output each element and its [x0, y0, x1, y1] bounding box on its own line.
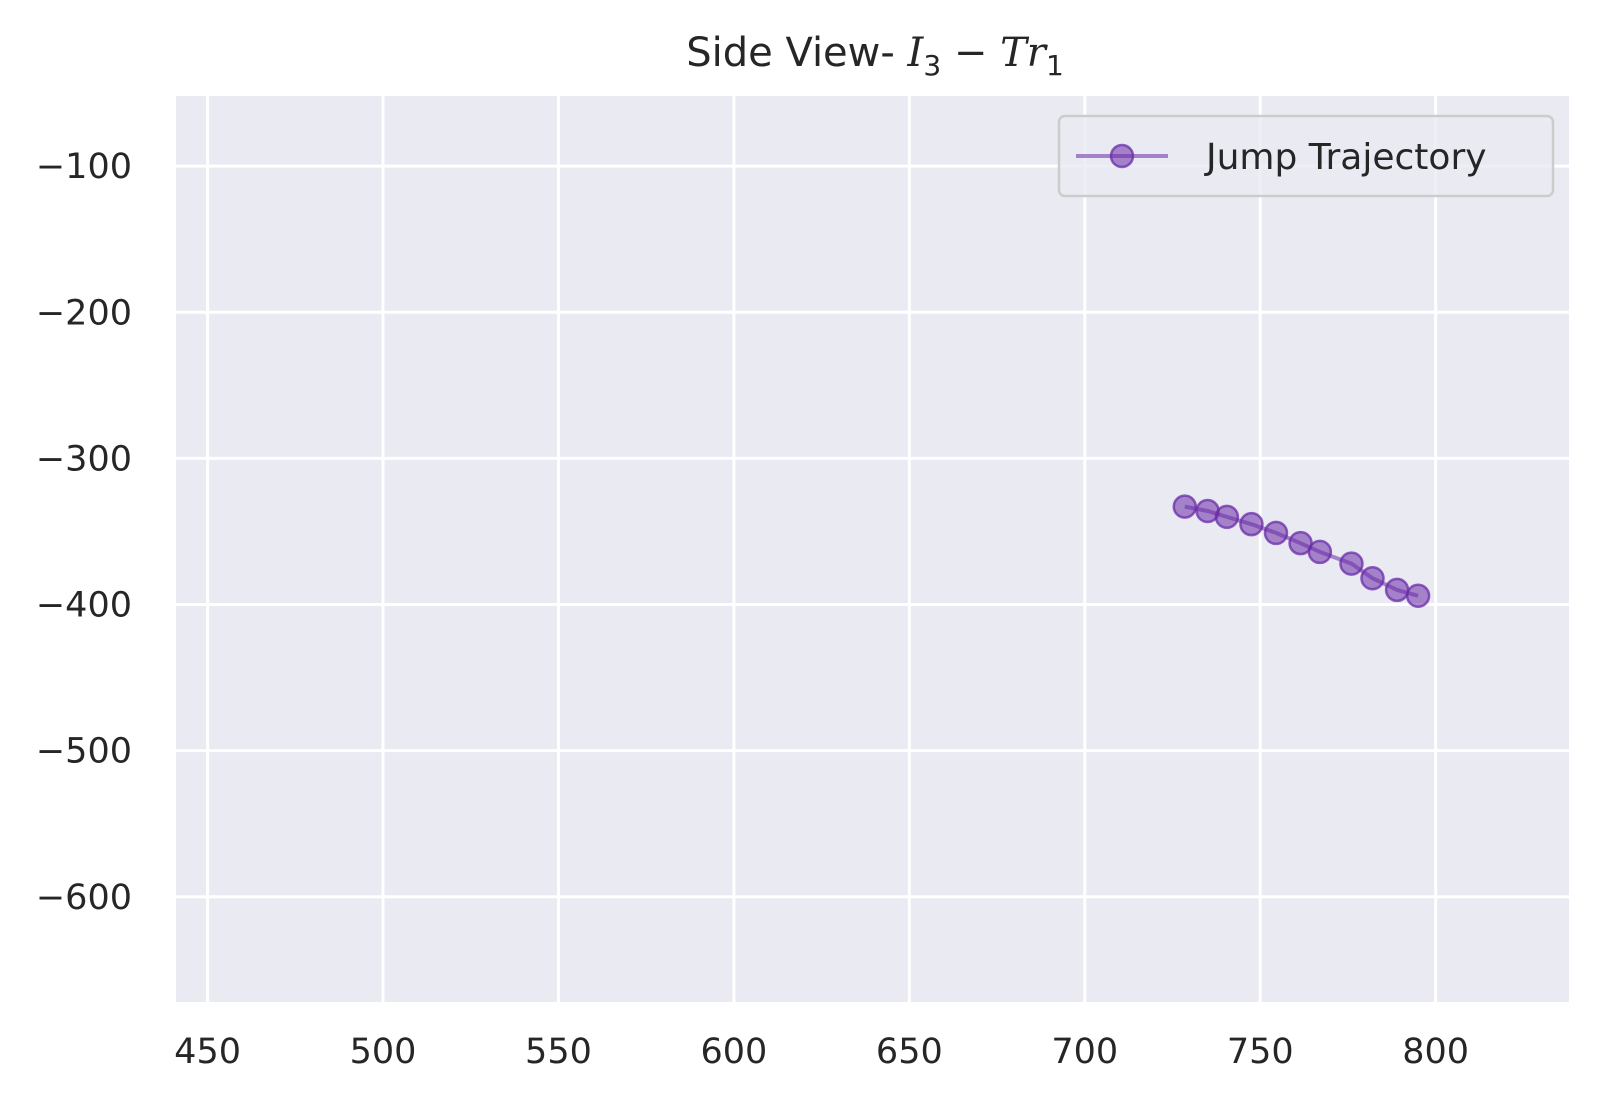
y-tick-label: −300	[36, 439, 132, 479]
series-layer	[1172, 494, 1431, 609]
x-tick-label: 700	[1051, 1032, 1118, 1072]
y-tick-label: −400	[36, 586, 132, 626]
chart-title-var2: Tr	[1000, 30, 1049, 76]
legend-box	[1057, 114, 1555, 198]
x-tick-label: 800	[1402, 1032, 1469, 1072]
chart-title-sub1: 3	[923, 49, 941, 82]
legend-marker-swatch	[1109, 143, 1135, 169]
series-point	[1263, 520, 1289, 546]
chart-title-prefix: Side View-	[686, 30, 907, 76]
y-tick-label: −500	[36, 732, 132, 772]
x-tick-label: 450	[174, 1032, 241, 1072]
y-tick-label: −100	[36, 147, 132, 187]
x-tick-label: 500	[350, 1032, 417, 1072]
chart-title-sub2: 1	[1046, 49, 1064, 82]
x-axis-ticks: 450 500 550 600 650 700 750 800	[174, 1032, 1469, 1072]
series-point	[1239, 511, 1264, 537]
series-point	[1307, 539, 1333, 565]
series-point	[1214, 504, 1240, 530]
chart-title-var1: I	[907, 30, 925, 76]
x-tick-label: 550	[525, 1032, 592, 1072]
grid-lines	[176, 96, 1569, 1002]
series-point	[1405, 583, 1431, 609]
plot-area	[176, 96, 1569, 1002]
series-point	[1339, 551, 1364, 576]
series-point	[1172, 494, 1198, 519]
chart-title-op: −	[941, 30, 1000, 76]
legend-label: Jump Trajectory	[1204, 137, 1487, 178]
legend: Jump Trajectory	[1057, 114, 1555, 198]
series-point	[1384, 577, 1410, 603]
chart-title: Side View- I3 − Tr1	[686, 30, 1064, 82]
y-tick-label: −600	[36, 878, 132, 918]
y-tick-label: −200	[36, 293, 132, 333]
x-tick-label: 600	[700, 1032, 767, 1072]
x-tick-label: 650	[876, 1032, 943, 1072]
y-axis-ticks: −100 −200 −300 −400 −500 −600	[36, 147, 132, 918]
x-tick-label: 750	[1227, 1032, 1294, 1072]
series-point	[1360, 565, 1385, 591]
